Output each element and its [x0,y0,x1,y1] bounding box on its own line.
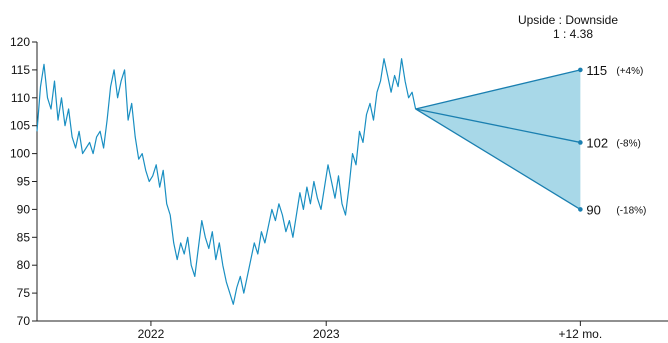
target-dot [578,67,583,73]
x-tick-label: +12 mo. [559,327,603,341]
y-tick-label: 70 [17,314,31,328]
target-dot [578,140,583,145]
target-value-label: 102 [586,135,608,150]
target-line [415,108,581,210]
projection-cone [415,69,581,210]
target-line [415,69,581,110]
target-pct-label: (+4%) [616,66,643,77]
target-dot [578,207,583,212]
y-tick-label: 120 [10,35,30,49]
target-value-label: 115 [586,63,607,78]
y-tick-label: 85 [17,230,31,244]
price-targets: 115 (+4%) 102 (-8%) 90 (-18%) [415,63,646,217]
y-tick-label: 110 [11,91,30,105]
target-pct-label: (-8%) [616,138,640,149]
y-tick-label: 80 [17,258,31,272]
price-series [36,58,417,305]
target-value-label: 90 [586,202,600,217]
ratio-value: 1 : 4.38 [553,27,593,41]
price-line [36,58,417,305]
target-line [415,108,581,144]
y-tick-label: 95 [17,175,31,189]
y-axis: 70 75 80 85 90 95 100 105 110 115 120 [10,35,38,328]
y-tick-label: 90 [17,202,31,216]
upside-downside-ratio: Upside : Downside 1 : 4.38 [518,13,618,41]
y-tick-label: 100 [10,147,30,161]
x-tick-label: 2022 [138,327,165,341]
x-axis: 2022 2023 +12 mo. [37,320,668,341]
ratio-header: Upside : Downside [518,13,618,27]
y-tick-label: 115 [11,63,30,77]
y-tick-label: 75 [17,286,31,300]
y-tick-label: 105 [10,119,30,133]
x-tick-label: 2023 [313,327,340,341]
target-pct-label: (-18%) [616,205,646,216]
projection-cone-area [415,69,581,210]
